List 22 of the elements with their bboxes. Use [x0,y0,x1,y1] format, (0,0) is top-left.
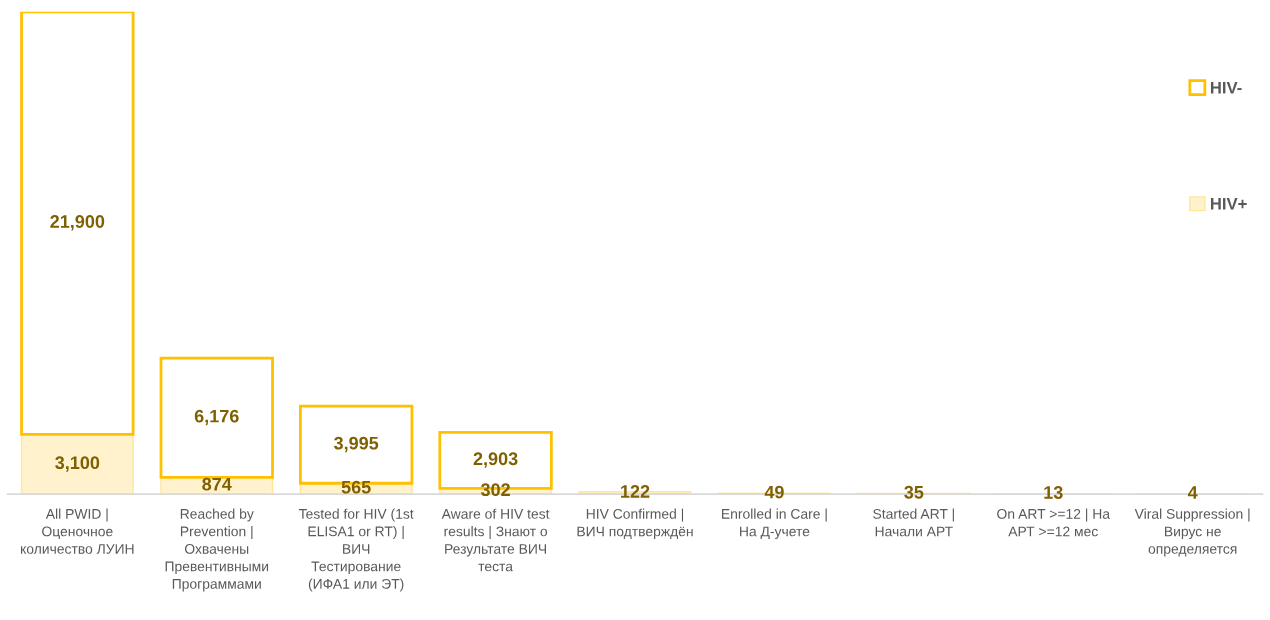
data-label: 874 [202,477,232,491]
data-label: 13 [1044,486,1063,499]
data-label: 4 [1187,486,1198,499]
x-tick-label: Tested for HIV (1st ELISA1 or RT) | ВИЧ Тестирование (ИФА1 или ЭТ) [298,508,414,592]
x-tick-label: HIV Confirmed | ВИЧ подтверждён [577,508,693,540]
x-tick-label: Started ART | Начали АРТ [873,508,954,537]
x-tick-label: Viral Suppression | Вирус не определяется [1134,508,1250,557]
x-tick-label: All PWID | Оценочное количество ЛУИН [21,508,134,554]
legend-label: HIV- [1210,81,1242,94]
data-label: 2,903 [473,452,518,468]
data-label: 49 [764,485,784,499]
x-tick-label: Enrolled in Care | На Д-учете [722,508,827,540]
data-label: 21,900 [50,215,105,231]
data-label: 35 [904,485,924,499]
data-label: 6,176 [194,409,239,426]
x-tick-label: Aware of HIV test results | Знают о Результате ВИЧ теста [441,508,550,572]
data-label: 3,100 [55,456,100,472]
data-label: 122 [621,485,650,498]
data-label: 3,995 [333,436,379,453]
x-tick-label: Reached by Prevention | Охвачены Превентивными Программами [165,508,269,592]
legend-label: HIV+ [1210,198,1247,210]
x-tick-label: On ART >=12 | На АРТ >=12 мес [997,508,1111,537]
